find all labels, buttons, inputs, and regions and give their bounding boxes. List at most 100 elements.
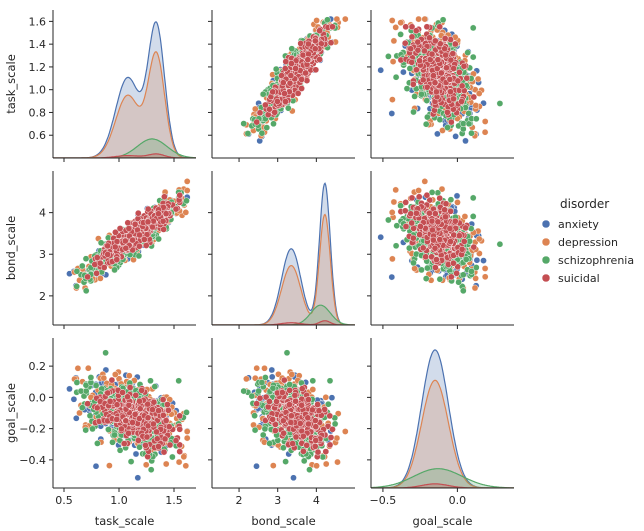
scatter-point-schizophrenia	[418, 266, 425, 274]
scatter-point-suicidal	[113, 256, 121, 263]
scatter-point-suicidal	[142, 242, 150, 249]
scatter-point-suicidal	[451, 217, 459, 225]
scatter-point-suicidal	[408, 58, 416, 66]
scatter-point-suicidal	[122, 244, 130, 252]
scatter-point-suicidal	[413, 66, 420, 74]
scatter-point-anxiety	[473, 256, 481, 264]
scatter-point-suicidal	[256, 109, 264, 117]
scatter-point-suicidal	[447, 36, 454, 43]
scatter-point-suicidal	[112, 228, 119, 236]
scatter-point-depression	[421, 15, 429, 23]
kde-curve-suicidal	[212, 320, 355, 325]
scatter-point-suicidal	[450, 95, 457, 103]
scatter-point-suicidal	[434, 56, 442, 64]
scatter-point-schizophrenia	[244, 130, 252, 137]
scatter-point-suicidal	[155, 210, 162, 218]
scatter-point-suicidal	[408, 194, 416, 202]
panel-task_scale-vs-goal_scale	[377, 15, 504, 145]
scatter-point-suicidal	[423, 83, 431, 91]
scatter-point-suicidal	[144, 205, 152, 213]
scatter-point-suicidal	[91, 261, 99, 268]
scatter-point-suicidal	[428, 50, 436, 58]
scatter-point-suicidal	[84, 273, 91, 281]
scatter-point-anxiety	[400, 68, 407, 76]
scatter-point-schizophrenia	[78, 262, 86, 270]
scatter-point-suicidal	[423, 191, 431, 199]
scatter-point-suicidal	[121, 237, 129, 245]
scatter-point-suicidal	[434, 218, 442, 226]
scatter-point-schizophrenia	[272, 65, 280, 73]
scatter-point-schizophrenia	[403, 85, 411, 92]
scatter-point-anxiety	[388, 110, 396, 117]
scatter-point-schizophrenia	[385, 216, 392, 224]
scatter-point-suicidal	[446, 76, 454, 83]
scatter-point-schizophrenia	[436, 275, 444, 283]
scatter-point-schizophrenia	[422, 275, 430, 282]
scatter-point-anxiety	[134, 474, 142, 482]
scatter-point-suicidal	[266, 105, 273, 113]
scatter-point-suicidal	[412, 27, 420, 35]
scatter-point-suicidal	[129, 236, 136, 244]
scatter-point-schizophrenia	[270, 120, 277, 128]
scatter-point-schizophrenia	[472, 264, 480, 271]
scatter-point-suicidal	[450, 231, 458, 239]
scatter-point-suicidal	[426, 56, 434, 63]
kde-curve-depression	[212, 213, 355, 325]
scatter-point-suicidal	[288, 60, 295, 67]
scatter-point-schizophrenia	[258, 129, 266, 137]
panel-marks	[53, 21, 196, 158]
scatter-point-anxiety	[388, 273, 396, 281]
scatter-point-suicidal	[409, 234, 417, 242]
scatter-point-suicidal	[442, 200, 450, 208]
pairplot-cells	[53, 15, 514, 488]
scatter-point-suicidal	[408, 33, 416, 41]
scatter-point-suicidal	[458, 98, 465, 105]
scatter-point-schizophrenia	[73, 283, 81, 290]
scatter-point-suicidal	[298, 76, 305, 83]
panel-task_scale-vs-bond_scale	[240, 15, 349, 145]
scatter-point-suicidal	[428, 217, 436, 225]
scatter-point-schizophrenia	[447, 196, 455, 204]
scatter-point-suicidal	[93, 269, 100, 277]
scatter-point-depression	[183, 178, 191, 185]
scatter-point-anxiety	[377, 66, 385, 74]
scatter-point-schizophrenia	[183, 197, 190, 205]
scatter-point-suicidal	[447, 207, 454, 215]
scatter-point-suicidal	[442, 213, 449, 221]
scatter-point-suicidal	[450, 259, 457, 267]
scatter-point-suicidal	[449, 50, 457, 57]
scatter-point-schizophrenia	[422, 120, 430, 128]
scatter-point-suicidal	[100, 264, 108, 271]
scatter-point-schizophrenia	[468, 129, 475, 137]
scatter-point-suicidal	[460, 62, 468, 70]
scatter-point-suicidal	[426, 34, 433, 42]
scatter-point-suicidal	[253, 118, 261, 126]
scatter-point-suicidal	[416, 231, 423, 238]
scatter-point-suicidal	[408, 23, 416, 31]
scatter-point-suicidal	[423, 23, 431, 31]
scatter-point-anxiety	[453, 192, 461, 200]
panel-marks	[212, 182, 355, 325]
scatter-point-schizophrenia	[459, 287, 467, 295]
scatter-point-depression	[392, 186, 400, 194]
scatter-point-suicidal	[104, 242, 111, 250]
scatter-point-suicidal	[298, 85, 305, 92]
scatter-point-suicidal	[104, 251, 112, 258]
scatter-point-suicidal	[443, 64, 450, 72]
scatter-point-suicidal	[430, 236, 437, 244]
scatter-point-suicidal	[162, 210, 170, 218]
scatter-point-suicidal	[451, 40, 459, 48]
scatter-point-suicidal	[281, 65, 289, 72]
scatter-point-depression	[438, 185, 446, 193]
scatter-point-suicidal	[402, 199, 410, 206]
scatter-point-schizophrenia	[459, 271, 467, 279]
panel-bond_scale-vs-bond_scale	[212, 182, 355, 325]
scatter-point-suicidal	[437, 69, 445, 77]
scatter-point-depression	[97, 275, 104, 282]
scatter-point-suicidal	[419, 76, 427, 84]
scatter-point-suicidal	[116, 225, 124, 232]
scatter-point-suicidal	[450, 65, 458, 72]
scatter-point-suicidal	[144, 218, 152, 226]
scatter-point-schizophrenia	[411, 93, 418, 100]
